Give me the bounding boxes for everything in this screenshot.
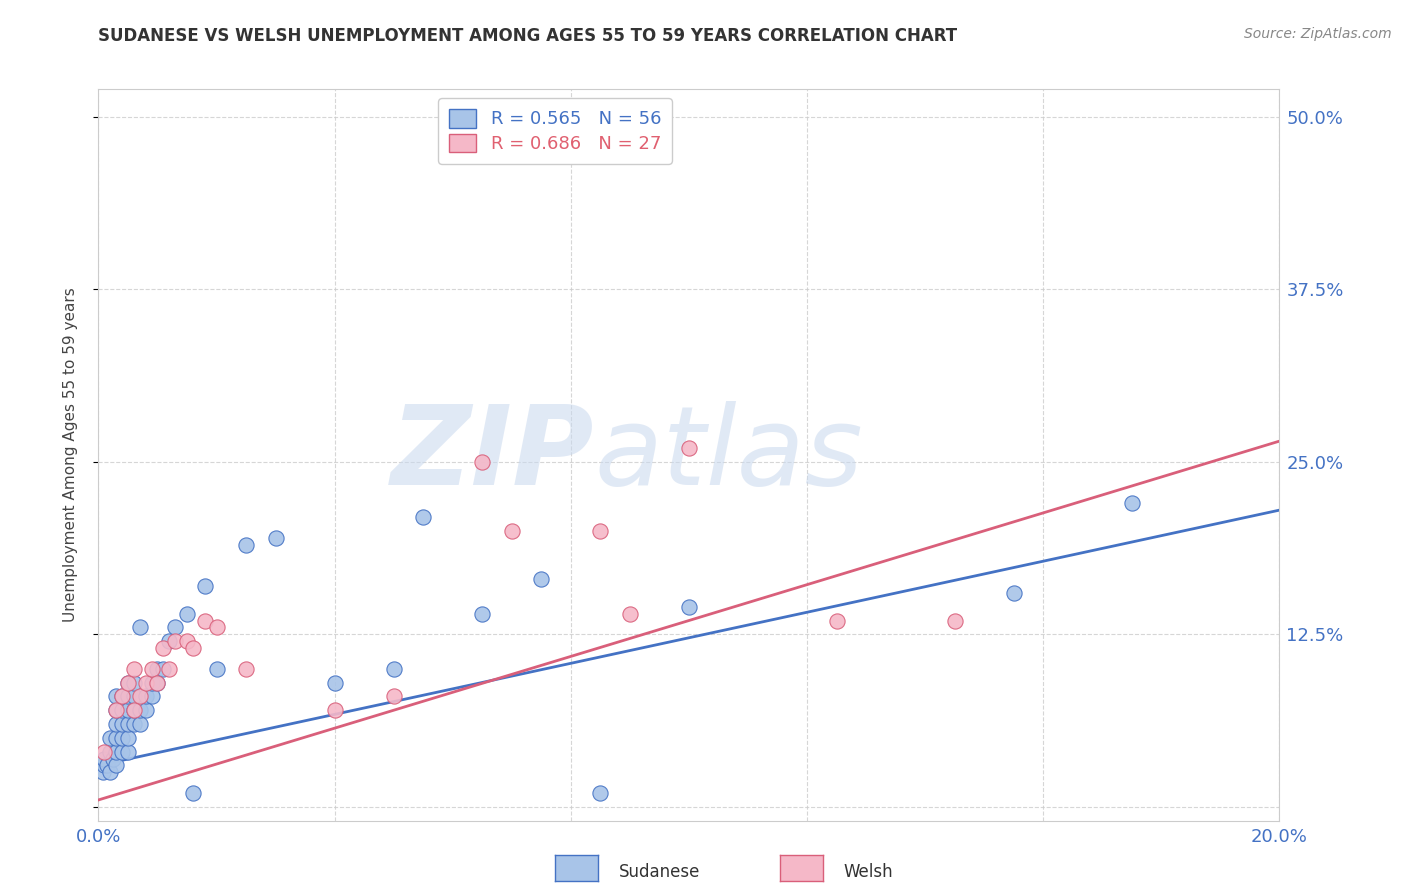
Y-axis label: Unemployment Among Ages 55 to 59 years: Unemployment Among Ages 55 to 59 years xyxy=(63,287,77,623)
Point xyxy=(117,731,139,745)
Point xyxy=(122,703,145,717)
Point xyxy=(122,690,145,704)
Text: Source: ZipAtlas.com: Source: ZipAtlas.com xyxy=(1244,27,1392,41)
Point xyxy=(205,662,228,676)
Point xyxy=(111,745,134,759)
Point xyxy=(117,717,139,731)
Point xyxy=(1121,496,1143,510)
Point xyxy=(619,607,641,621)
Point xyxy=(117,703,139,717)
Point xyxy=(530,572,553,586)
Point xyxy=(105,745,128,759)
Point xyxy=(93,745,115,759)
Point xyxy=(176,607,198,621)
Point xyxy=(103,751,125,765)
Point xyxy=(91,765,114,780)
Point xyxy=(146,675,169,690)
Point xyxy=(105,703,128,717)
Point xyxy=(111,717,134,731)
Point xyxy=(205,620,228,634)
Point xyxy=(93,758,115,772)
Point xyxy=(105,690,128,704)
Point xyxy=(194,579,217,593)
Point xyxy=(111,690,134,704)
Point xyxy=(235,538,257,552)
Point xyxy=(152,641,174,656)
Point xyxy=(501,524,523,538)
Point xyxy=(98,765,121,780)
Point xyxy=(128,717,150,731)
Point xyxy=(825,614,848,628)
Point xyxy=(141,690,163,704)
Point xyxy=(235,662,257,676)
Point xyxy=(176,634,198,648)
Point xyxy=(135,703,157,717)
Point xyxy=(412,510,434,524)
Point xyxy=(122,675,145,690)
Point xyxy=(589,524,612,538)
Point xyxy=(135,675,157,690)
Point xyxy=(122,703,145,717)
Point xyxy=(117,690,139,704)
Point xyxy=(157,634,180,648)
Point xyxy=(96,758,118,772)
Point xyxy=(117,675,139,690)
Point xyxy=(264,531,287,545)
Point xyxy=(141,662,163,676)
Point xyxy=(157,662,180,676)
Point xyxy=(165,634,187,648)
Point xyxy=(141,675,163,690)
Point xyxy=(181,641,204,656)
Point xyxy=(128,620,150,634)
Point xyxy=(146,662,169,676)
Point xyxy=(117,675,139,690)
Point xyxy=(98,731,121,745)
Point xyxy=(1002,586,1025,600)
Text: atlas: atlas xyxy=(595,401,863,508)
Point xyxy=(105,731,128,745)
Point xyxy=(471,607,494,621)
Point xyxy=(105,717,128,731)
Text: Sudanese: Sudanese xyxy=(619,863,700,881)
Point xyxy=(98,745,121,759)
Point xyxy=(111,731,134,745)
Point xyxy=(93,751,115,765)
Point xyxy=(105,703,128,717)
Point xyxy=(678,599,700,614)
Point xyxy=(678,441,700,455)
Point xyxy=(111,690,134,704)
Point xyxy=(194,614,217,628)
Text: Welsh: Welsh xyxy=(844,863,893,881)
Point xyxy=(111,703,134,717)
Legend: R = 0.565   N = 56, R = 0.686   N = 27: R = 0.565 N = 56, R = 0.686 N = 27 xyxy=(439,98,672,164)
Text: ZIP: ZIP xyxy=(391,401,595,508)
Point xyxy=(128,703,150,717)
Text: SUDANESE VS WELSH UNEMPLOYMENT AMONG AGES 55 TO 59 YEARS CORRELATION CHART: SUDANESE VS WELSH UNEMPLOYMENT AMONG AGE… xyxy=(98,27,957,45)
Point xyxy=(382,690,405,704)
Point xyxy=(117,745,139,759)
Point xyxy=(471,455,494,469)
Point xyxy=(323,675,346,690)
Point xyxy=(589,786,612,800)
Point xyxy=(146,675,169,690)
Point xyxy=(165,620,187,634)
Point xyxy=(122,717,145,731)
Point xyxy=(382,662,405,676)
Point xyxy=(135,690,157,704)
Point xyxy=(122,662,145,676)
Point xyxy=(128,690,150,704)
Point xyxy=(323,703,346,717)
Point xyxy=(181,786,204,800)
Point xyxy=(105,758,128,772)
Point xyxy=(152,662,174,676)
Point xyxy=(943,614,966,628)
